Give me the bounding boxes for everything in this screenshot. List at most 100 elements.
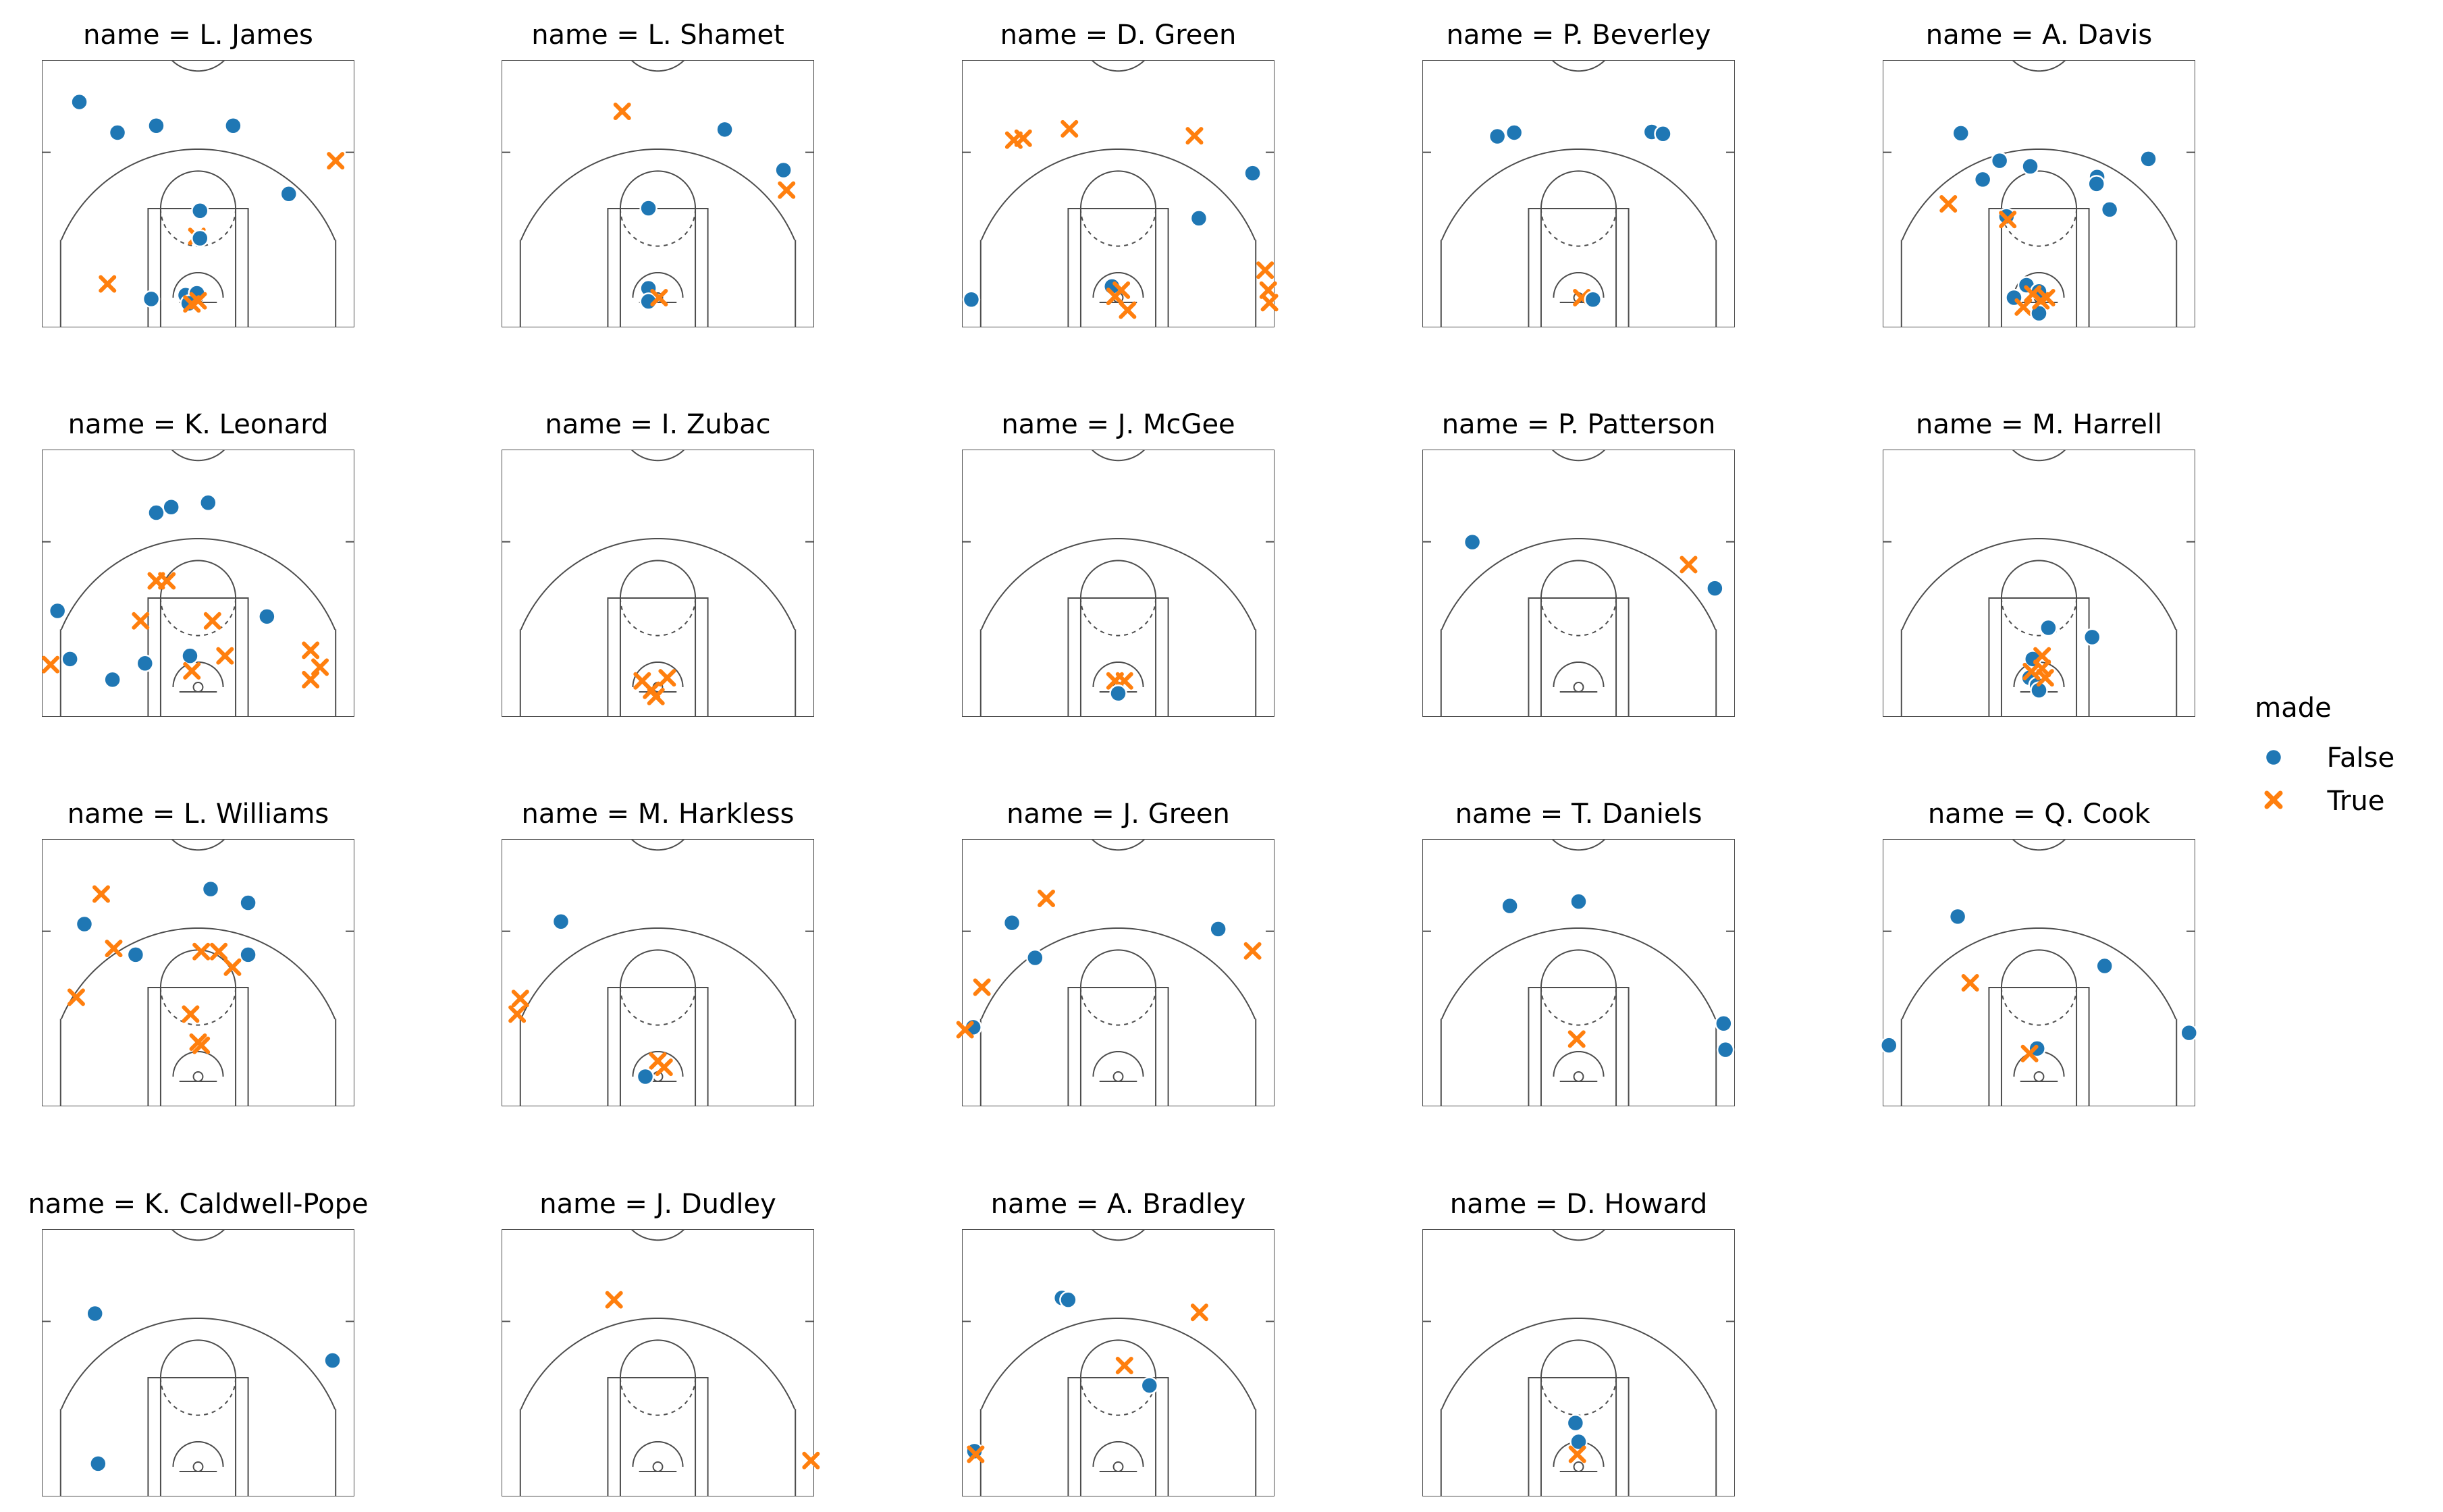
shot-made-marker xyxy=(132,612,150,630)
shot-made-marker xyxy=(2032,292,2050,310)
shot-missed-marker xyxy=(162,497,180,516)
shot-missed-marker xyxy=(1584,290,1603,309)
center-circle-outer xyxy=(170,1229,226,1241)
shot-made-marker xyxy=(311,658,329,676)
shot-made-marker xyxy=(1567,1030,1586,1048)
free-throw-arc-top xyxy=(159,1339,237,1378)
court-boundary xyxy=(502,60,814,327)
shot-made-marker xyxy=(973,978,991,996)
shot-missed-marker xyxy=(279,184,298,203)
restricted-area-arc xyxy=(632,1050,684,1077)
court-lines xyxy=(1883,60,2195,327)
facet-panel: name = D. Howard xyxy=(1422,1189,1735,1496)
panel-title: name = L. Shamet xyxy=(531,20,784,51)
restricted-area-arc xyxy=(1092,661,1144,688)
shot-points xyxy=(633,669,676,705)
shot-missed-marker xyxy=(2039,618,2058,637)
panel-title: name = A. Davis xyxy=(1926,20,2152,51)
shot-points xyxy=(1501,892,1735,1059)
court-boundary xyxy=(1422,450,1735,717)
shot-missed-marker xyxy=(1505,124,1524,142)
court-lines xyxy=(42,839,354,1106)
shot-made-marker xyxy=(99,275,117,293)
facet-panel: name = M. Harkless xyxy=(502,799,814,1106)
shot-missed-marker xyxy=(1488,127,1507,146)
shot-made-marker xyxy=(613,102,631,120)
shot-made-marker xyxy=(1061,119,1079,138)
shot-made-marker xyxy=(216,647,234,665)
court-lines xyxy=(502,60,814,327)
center-circle-outer xyxy=(630,839,686,851)
shot-missed-marker xyxy=(224,117,242,135)
restricted-area-arc xyxy=(172,271,224,298)
panel-title: name = M. Harkless xyxy=(522,799,795,830)
panel-title: name = A. Bradley xyxy=(991,1189,1246,1220)
three-point-arc xyxy=(1441,1317,1717,1410)
free-throw-arc-top xyxy=(159,170,237,209)
hoop xyxy=(652,1461,664,1472)
shot-missed-marker xyxy=(142,290,161,308)
shot-made-marker xyxy=(1961,974,1979,992)
center-circle-outer xyxy=(1551,839,1607,851)
shot-made-marker xyxy=(1190,1303,1208,1322)
shot-missed-marker xyxy=(1109,684,1127,703)
three-point-arc xyxy=(980,927,1256,1020)
shot-missed-marker xyxy=(774,161,793,180)
free-throw-arc-bottom xyxy=(1079,987,1157,1026)
court-lines xyxy=(1883,450,2195,717)
shot-made-marker xyxy=(1014,129,1032,147)
shot-missed-marker xyxy=(1706,579,1724,597)
shot-made-marker xyxy=(158,572,176,590)
panel-title: name = I. Zubac xyxy=(545,409,770,440)
shot-missed-marker xyxy=(239,946,257,964)
shot-points xyxy=(70,92,345,313)
three-point-arc xyxy=(520,927,796,1020)
three-point-arc xyxy=(980,148,1256,241)
free-throw-arc-bottom xyxy=(1540,1377,1617,1416)
shot-made-marker xyxy=(2033,647,2051,665)
hoop xyxy=(1573,1461,1584,1472)
shot-made-marker xyxy=(802,1451,820,1469)
shot-missed-marker xyxy=(2139,150,2157,168)
shot-missed-marker xyxy=(1566,1413,1585,1432)
panel-title: name = D. Howard xyxy=(1450,1189,1708,1220)
court-boundary xyxy=(1422,60,1735,327)
three-point-arc xyxy=(1901,927,2177,1020)
shot-made-marker xyxy=(302,670,320,688)
paint-inner-box xyxy=(159,987,237,1106)
restricted-area-arc xyxy=(1553,271,1605,298)
court-boundary xyxy=(1422,839,1735,1106)
facet-panel: name = K. Leonard xyxy=(41,409,354,717)
facet-panel: name = L. James xyxy=(42,20,354,327)
hoop xyxy=(192,1461,204,1472)
panel-title: name = D. Green xyxy=(1000,20,1237,51)
shot-missed-marker xyxy=(1715,1015,1733,1033)
free-throw-arc-bottom xyxy=(619,597,697,637)
paint-outer-box xyxy=(1528,208,1630,327)
shot-missed-marker xyxy=(2100,200,2119,219)
facet-panel: name = L. Shamet xyxy=(502,20,814,327)
shot-missed-marker xyxy=(552,913,570,931)
free-throw-arc-top xyxy=(619,1339,697,1378)
shot-made-marker xyxy=(967,1445,985,1463)
three-point-arc xyxy=(1901,537,2177,630)
shot-missed-marker xyxy=(962,290,981,309)
hoop xyxy=(1573,1071,1584,1082)
shot-made-marker xyxy=(327,152,345,170)
shot-missed-marker xyxy=(103,670,122,689)
free-throw-arc-bottom xyxy=(1079,208,1157,247)
shot-points xyxy=(2020,618,2101,699)
court-lines xyxy=(42,450,354,717)
shot-missed-marker xyxy=(1463,533,1482,551)
free-throw-arc-bottom xyxy=(159,987,237,1026)
paint-inner-box xyxy=(1079,1377,1157,1496)
shot-missed-marker xyxy=(258,608,276,626)
hoop xyxy=(192,682,204,693)
free-throw-arc-bottom xyxy=(2000,208,2078,247)
free-throw-arc-top xyxy=(1079,560,1157,599)
court-lines xyxy=(502,450,814,717)
legend-title: made xyxy=(2255,693,2331,724)
center-circle-outer xyxy=(2011,839,2067,851)
shot-made-marker xyxy=(1939,195,1958,213)
